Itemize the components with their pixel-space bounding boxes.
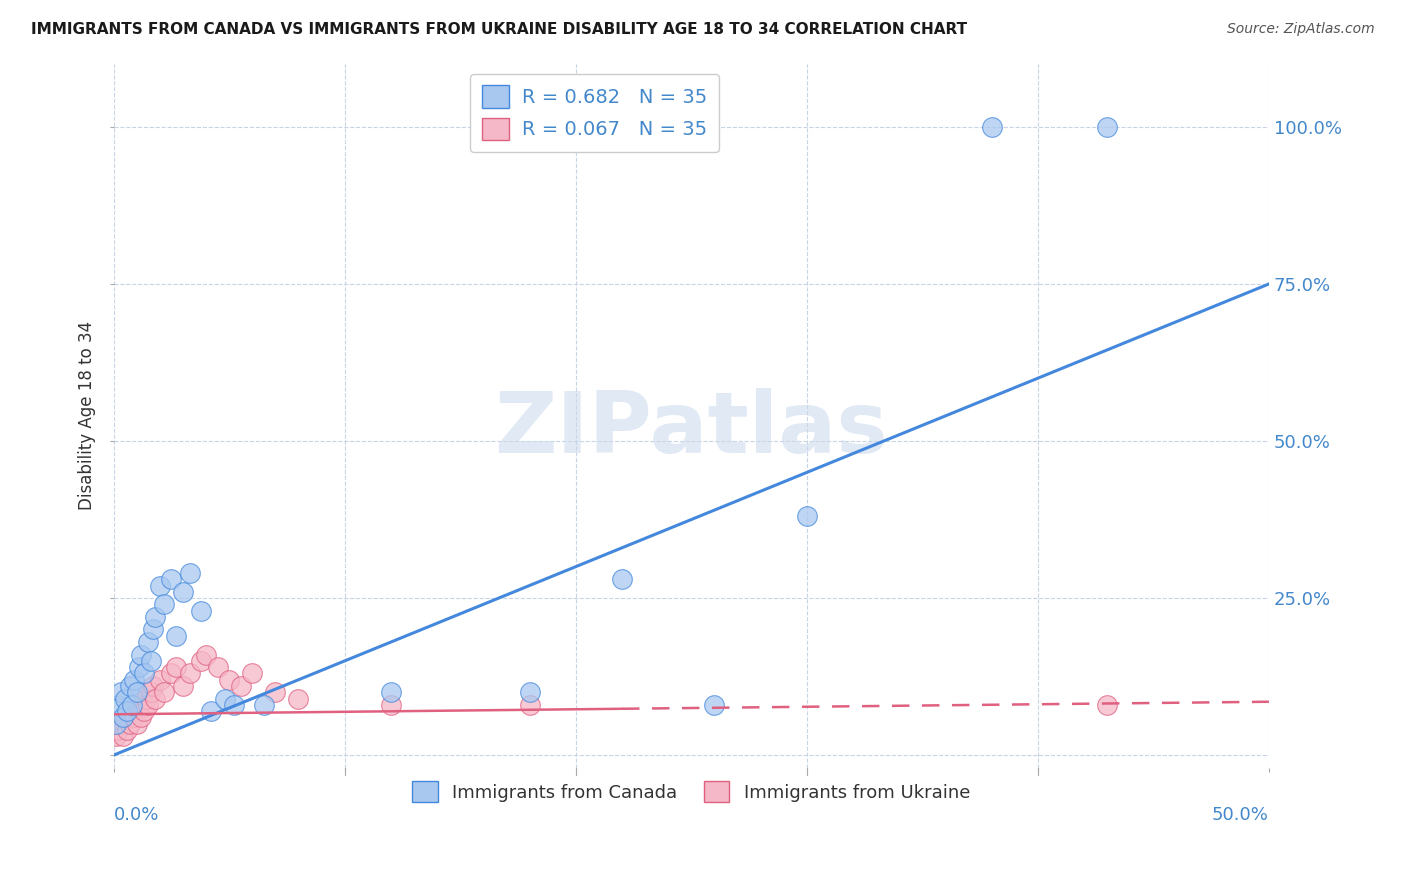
Point [136, 698, 159, 712]
Point [139, 685, 162, 699]
Point [149, 578, 172, 592]
Point [1095, 120, 1118, 134]
Point [136, 635, 159, 649]
Point [117, 723, 139, 737]
Text: 50.0%: 50.0% [1212, 806, 1270, 824]
Point [190, 604, 212, 618]
Point [124, 673, 146, 687]
Point [796, 509, 818, 524]
Point [519, 685, 541, 699]
Point [128, 660, 150, 674]
Point [149, 673, 172, 687]
Point [117, 704, 139, 718]
Point [229, 679, 252, 693]
Point [124, 710, 146, 724]
Point [610, 572, 633, 586]
Text: Source: ZipAtlas.com: Source: ZipAtlas.com [1227, 22, 1375, 37]
Point [160, 666, 183, 681]
Point [143, 610, 166, 624]
Point [132, 666, 155, 681]
Point [125, 685, 148, 699]
Point [1095, 698, 1118, 712]
Point [380, 685, 402, 699]
Point [131, 648, 153, 662]
Point [118, 716, 141, 731]
Point [190, 654, 212, 668]
Point [142, 679, 165, 693]
Point [264, 685, 287, 699]
Y-axis label: Disability Age 18 to 34: Disability Age 18 to 34 [79, 321, 96, 510]
Point [153, 598, 176, 612]
Text: IMMIGRANTS FROM CANADA VS IMMIGRANTS FROM UKRAINE DISABILITY AGE 18 TO 34 CORREL: IMMIGRANTS FROM CANADA VS IMMIGRANTS FRO… [31, 22, 967, 37]
Point [207, 660, 229, 674]
Point [703, 698, 725, 712]
Text: 0.0%: 0.0% [114, 806, 159, 824]
Point [240, 666, 263, 681]
Point [253, 698, 276, 712]
Point [132, 704, 155, 718]
Point [114, 691, 136, 706]
Point [143, 691, 166, 706]
Point [104, 716, 127, 731]
Point [519, 698, 541, 712]
Point [110, 685, 132, 699]
Point [135, 691, 157, 706]
Point [380, 698, 402, 712]
Point [121, 704, 143, 718]
Point [121, 698, 143, 712]
Point [195, 648, 218, 662]
Point [111, 729, 134, 743]
Point [104, 729, 127, 743]
Point [200, 704, 222, 718]
Point [114, 710, 136, 724]
Point [110, 716, 132, 731]
Point [179, 566, 201, 580]
Point [980, 120, 1002, 134]
Text: ZIPatlas: ZIPatlas [495, 388, 889, 472]
Point [107, 698, 129, 712]
Point [139, 654, 162, 668]
Point [172, 679, 194, 693]
Point [118, 679, 141, 693]
Point [214, 691, 236, 706]
Point [160, 572, 183, 586]
Point [125, 716, 148, 731]
Legend: Immigrants from Canada, Immigrants from Ukraine: Immigrants from Canada, Immigrants from … [405, 774, 977, 809]
Point [179, 666, 201, 681]
Point [165, 629, 187, 643]
Point [142, 623, 165, 637]
Point [107, 723, 129, 737]
Point [172, 584, 194, 599]
Point [111, 710, 134, 724]
Point [218, 673, 240, 687]
Point [131, 710, 153, 724]
Point [153, 685, 176, 699]
Point [287, 691, 309, 706]
Point [222, 698, 245, 712]
Point [128, 698, 150, 712]
Point [165, 660, 187, 674]
